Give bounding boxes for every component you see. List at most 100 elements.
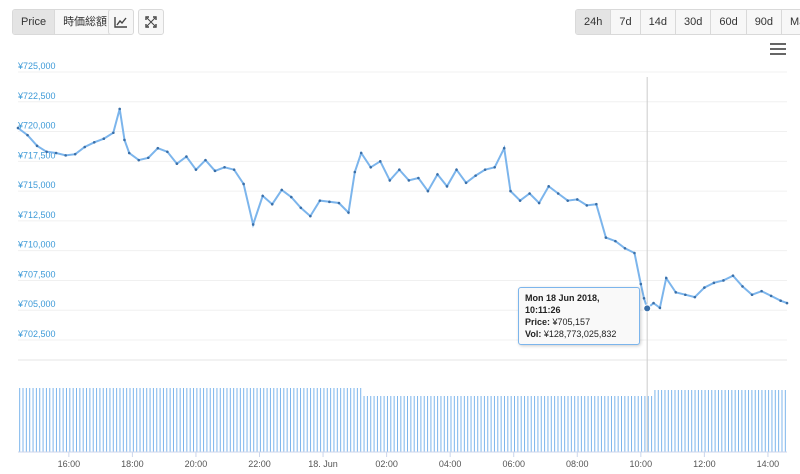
price-point [156,146,160,150]
y-tick-label: ¥717,500 [17,150,56,160]
price-point [518,199,522,202]
price-point [54,151,58,155]
price-point [785,301,789,305]
price-point [261,194,264,198]
price-point [127,151,131,155]
range-24h[interactable]: 24h [576,10,612,34]
y-tick-label: ¥715,000 [17,180,56,190]
price-point [204,158,207,162]
price-point [318,199,322,202]
price-point [614,239,617,243]
price-point [398,168,401,171]
y-tick-label: ¥710,000 [17,240,56,250]
price-point [232,168,236,171]
price-point [426,189,430,193]
range-60d[interactable]: 60d [711,10,747,34]
range-14d[interactable]: 14d [640,10,676,34]
x-tick-label: 20:00 [185,459,208,469]
hover-marker [643,304,652,313]
price-point [464,181,468,185]
price-point [309,214,312,218]
price-point [388,179,392,182]
price-point [137,158,141,162]
price-point [693,295,697,299]
price-point [359,151,363,155]
price-point [566,199,570,202]
y-tick-label: ¥707,500 [17,269,56,279]
price-point [223,165,226,169]
range-7d[interactable]: 7d [611,10,641,34]
price-point [328,200,331,204]
price-point [509,189,512,193]
price-line [17,108,788,311]
price-point [684,293,687,297]
price-point [417,176,420,180]
price-point [750,293,754,297]
tooltip-vol-label: Vol: [525,329,542,339]
price-point [378,160,382,163]
price-point [185,155,188,158]
chart-toolbar: Price 時価総額 24h 7d 14d 30d 60d 90d Max [0,0,800,40]
price-point [251,223,255,226]
price-point [353,170,357,174]
price-point [289,195,293,199]
y-tick-label: ¥720,000 [17,121,56,131]
price-point [633,251,636,255]
line-chart-icon[interactable] [108,9,134,35]
x-tick-label: 16:00 [58,459,81,469]
price-point [769,294,773,298]
price-point [731,274,735,277]
price-point [213,169,217,173]
view-toggle-group: Price 時価総額 [12,9,117,35]
x-tick-label: 08:00 [566,459,589,469]
fullscreen-icon[interactable] [138,9,164,35]
range-90d[interactable]: 90d [746,10,783,34]
price-point [712,281,716,285]
chart-menu-icon[interactable] [770,43,786,57]
tab-market-cap[interactable]: 時価総額 [55,10,116,34]
price-point [445,185,449,188]
y-tick-label: ¥722,500 [17,91,56,101]
price-point [112,131,115,135]
price-point [741,285,744,288]
price-point [537,201,541,205]
range-selector: 24h 7d 14d 30d 60d 90d Max [575,9,800,35]
price-point [64,154,67,157]
y-tick-label: ¥705,000 [17,299,56,309]
chart-tooltip: Mon 18 Jun 2018, 10:11:26 Price: ¥705,15… [518,287,640,345]
x-tick-label: 14:00 [757,459,780,469]
price-point [642,297,646,300]
price-point [16,126,20,130]
price-point [664,276,668,280]
range-max[interactable]: Max [782,10,800,34]
price-point [407,179,411,182]
x-tick-label: 18. Jun [308,459,338,469]
price-point [595,202,598,206]
price-point [35,144,39,148]
price-point [474,174,477,177]
x-tick-label: 04:00 [439,459,462,469]
price-point [347,211,350,214]
price-point [45,150,48,154]
price-point [639,282,643,286]
price-point [436,173,439,176]
price-point [194,168,198,171]
price-point [652,301,655,305]
price-point [658,306,662,310]
price-point [455,168,458,171]
price-point [703,286,706,289]
price-point [118,107,121,111]
price-point [175,162,179,166]
price-point [556,192,560,195]
price-point [280,188,284,192]
tooltip-title: Mon 18 Jun 2018, 10:11:26 [525,293,600,315]
price-point [123,138,126,142]
price-point [528,192,531,195]
price-point [483,168,487,171]
y-tick-label: ¥725,000 [17,61,56,71]
price-point [722,279,725,282]
price-point [102,137,106,141]
range-30d[interactable]: 30d [675,10,712,34]
tab-price[interactable]: Price [13,10,56,34]
